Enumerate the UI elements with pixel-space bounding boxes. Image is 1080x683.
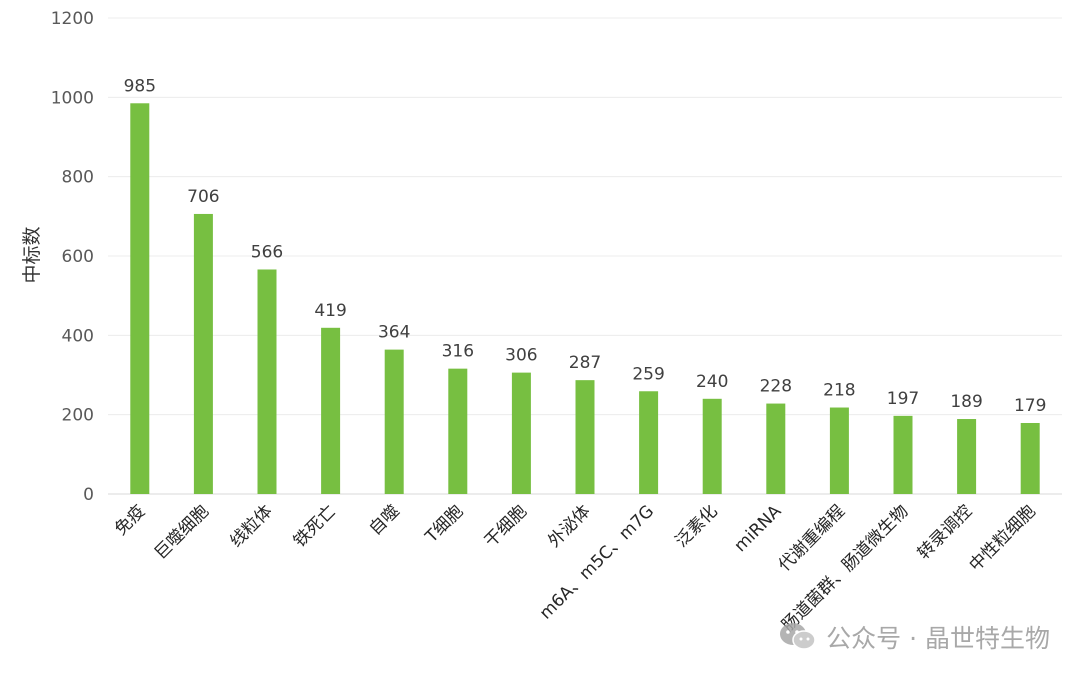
bar: [893, 415, 913, 494]
data-labels: 985 706 566 419 364 316 306 287 259 240 228 218 197 1…: [124, 76, 1047, 416]
bar: [384, 349, 404, 494]
bar: [193, 213, 213, 494]
data-label: 985: [124, 76, 156, 96]
x-tick-label: 转录调控: [914, 501, 976, 563]
x-tick-label: 肠道菌群、肠道微生物: [778, 501, 912, 635]
bar: [766, 403, 786, 494]
y-tick-label: 0: [83, 485, 94, 505]
y-tick-label: 1000: [51, 88, 94, 108]
y-axis-label: 中标数: [21, 226, 43, 283]
data-label: 287: [569, 353, 601, 373]
data-label: 197: [887, 389, 919, 409]
x-tick-label: 线粒体: [226, 501, 276, 551]
watermark-text: 公众号 · 晶世特生物: [826, 624, 1050, 653]
bar: [1020, 422, 1040, 494]
bar: [575, 380, 595, 494]
y-axis-ticks: 0 200 400 600 800 1000 1200: [51, 9, 94, 505]
y-tick-label: 1200: [51, 9, 94, 29]
bar: [702, 398, 722, 494]
x-tick-label: 巨噬细胞: [151, 501, 213, 563]
wechat-icon: [780, 623, 816, 650]
bar: [957, 419, 977, 494]
x-tick-label: 外泌体: [544, 501, 594, 551]
x-tick-label: T细胞: [421, 501, 467, 547]
data-label: 218: [823, 381, 855, 401]
bar: [511, 372, 531, 494]
x-tick-label: 泛素化: [672, 501, 722, 551]
data-label: 228: [760, 377, 792, 397]
x-tick-label: 铁死亡: [290, 501, 340, 551]
data-label: 240: [696, 372, 728, 392]
data-label: 189: [950, 392, 982, 412]
data-label: 706: [187, 187, 219, 207]
x-tick-label: 中性粒细胞: [965, 501, 1039, 575]
y-tick-label: 800: [62, 168, 94, 188]
data-label: 364: [378, 323, 410, 343]
x-tick-label: 免疫: [111, 501, 149, 539]
data-label: 419: [314, 301, 346, 321]
bar: [639, 391, 659, 494]
bar: [448, 368, 468, 494]
bar: [130, 103, 150, 495]
bar: [257, 269, 277, 494]
x-tick-label: m6A、m5C、m7G: [536, 501, 658, 623]
y-tick-label: 200: [62, 406, 94, 426]
bar: [321, 327, 341, 494]
y-tick-label: 400: [62, 326, 94, 346]
x-tick-label: 自噬: [366, 501, 404, 539]
x-tick-label: miRNA: [731, 501, 786, 556]
x-tick-label: 干细胞: [481, 501, 531, 551]
data-label: 259: [632, 364, 664, 384]
bars: [130, 103, 1040, 495]
watermark: 公众号 · 晶世特生物: [778, 619, 1050, 655]
data-label: 179: [1014, 396, 1046, 416]
data-label: 316: [442, 342, 474, 362]
data-label: 306: [505, 346, 537, 366]
data-label: 566: [251, 242, 283, 262]
bar: [829, 407, 849, 494]
y-tick-label: 600: [62, 247, 94, 267]
